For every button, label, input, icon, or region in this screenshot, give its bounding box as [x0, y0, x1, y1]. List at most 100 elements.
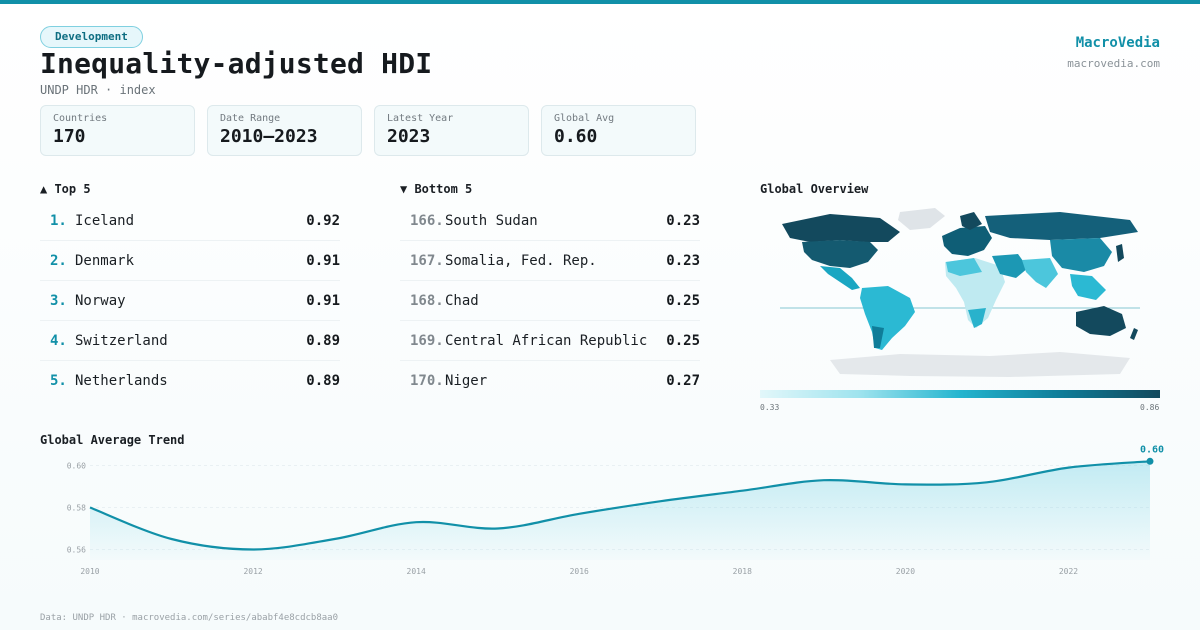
southern-africa-shape[interactable]	[968, 308, 986, 328]
rank: 3.	[50, 293, 67, 309]
list-item[interactable]: 166. South Sudan 0.23	[400, 201, 700, 241]
stat-value: 2023	[387, 126, 431, 147]
country-value: 0.23	[666, 253, 700, 269]
x-tick-label: 2018	[733, 567, 752, 576]
country-name: Somalia, Fed. Rep.	[445, 253, 597, 269]
stat-label: Global Avg	[554, 113, 615, 124]
greenland-shape	[898, 208, 945, 230]
canada-shape[interactable]	[782, 214, 900, 242]
footer-source: Data: UNDP HDR · macrovedia.com/series/a…	[40, 613, 339, 623]
country-name: Niger	[445, 373, 488, 389]
list-item[interactable]: 4. Switzerland 0.89	[40, 321, 340, 361]
country-value: 0.91	[306, 293, 340, 309]
country-value: 0.91	[306, 253, 340, 269]
country-name: Norway	[75, 293, 126, 309]
australia-shape[interactable]	[1076, 306, 1126, 336]
country-value: 0.27	[666, 373, 700, 389]
rank: 170.	[410, 373, 444, 389]
east-asia-shape[interactable]	[1050, 238, 1112, 272]
rank: 169.	[410, 333, 444, 349]
country-name: Iceland	[75, 213, 135, 229]
country-value: 0.25	[666, 333, 700, 349]
end-value-label: 0.60	[1140, 445, 1164, 455]
trend-area	[90, 461, 1150, 560]
rank: 5.	[50, 373, 67, 389]
legend-max-label: 0.86	[1140, 403, 1160, 412]
antarctica-shape	[830, 352, 1130, 377]
legend-min-label: 0.33	[760, 403, 780, 412]
x-tick-label: 2014	[407, 567, 426, 576]
stat-label: Countries	[53, 113, 108, 124]
y-tick-label: 0.56	[67, 546, 86, 555]
rank: 167.	[410, 253, 444, 269]
list-item[interactable]: 2. Denmark 0.91	[40, 241, 340, 281]
scandinavia-shape[interactable]	[960, 212, 982, 230]
rank: 4.	[50, 333, 67, 349]
page-subtitle: UNDP HDR · index	[40, 83, 156, 97]
list-item[interactable]: 168. Chad 0.25	[400, 281, 700, 321]
x-tick-label: 2012	[243, 567, 262, 576]
country-name: Switzerland	[75, 333, 168, 349]
new-zealand-shape[interactable]	[1130, 328, 1138, 340]
stat-label: Date Range	[220, 113, 281, 124]
country-name: Central African Republic	[445, 333, 648, 349]
stats-row: Countries 170 Date Range 2010–2023 Lates…	[40, 105, 696, 156]
country-value: 0.89	[306, 333, 340, 349]
south-asia-shape[interactable]	[1022, 258, 1058, 288]
category-tag[interactable]: Development	[40, 26, 143, 48]
x-tick-label: 2022	[1059, 567, 1078, 576]
list-item[interactable]: 5. Netherlands 0.89	[40, 361, 340, 401]
y-tick-label: 0.58	[67, 504, 86, 513]
map-legend-gradient	[760, 390, 1160, 398]
top-accent-bar	[0, 0, 1200, 4]
bottom-list: 166. South Sudan 0.23 167. Somalia, Fed.…	[400, 201, 700, 401]
north-africa-shape[interactable]	[946, 258, 982, 276]
rank: 168.	[410, 293, 444, 309]
brand[interactable]: MacroVedia macrovedia.com	[1067, 35, 1160, 70]
rank: 1.	[50, 213, 67, 229]
list-item[interactable]: 1. Iceland 0.92	[40, 201, 340, 241]
south-america-shape[interactable]	[860, 286, 915, 350]
list-item[interactable]: 3. Norway 0.91	[40, 281, 340, 321]
world-choropleth-map[interactable]	[760, 202, 1160, 382]
top-list: 1. Iceland 0.92 2. Denmark 0.91 3. Norwa…	[40, 201, 340, 401]
mexico-shape[interactable]	[820, 266, 860, 290]
list-item[interactable]: 167. Somalia, Fed. Rep. 0.23	[400, 241, 700, 281]
country-value: 0.89	[306, 373, 340, 389]
trend-line	[89, 460, 1151, 551]
brand-name[interactable]: MacroVedia	[1075, 35, 1160, 51]
stat-value: 2010–2023	[220, 126, 318, 147]
country-value: 0.92	[306, 213, 340, 229]
stat-card-countries: Countries 170	[40, 105, 195, 156]
top-list-title: ▲ Top 5	[40, 182, 91, 196]
southeast-asia-shape[interactable]	[1070, 274, 1106, 300]
data-point	[1146, 457, 1154, 465]
brand-url[interactable]: macrovedia.com	[1067, 57, 1160, 70]
country-value: 0.25	[666, 293, 700, 309]
rank: 166.	[410, 213, 444, 229]
y-tick-label: 0.60	[67, 462, 86, 471]
japan-shape[interactable]	[1116, 244, 1124, 262]
southern-cone-shape[interactable]	[872, 326, 884, 348]
x-tick-label: 2020	[896, 567, 915, 576]
country-name: Denmark	[75, 253, 135, 269]
stat-card-global-avg: Global Avg 0.60	[541, 105, 696, 156]
x-tick-label: 2016	[570, 567, 589, 576]
trend-chart: 0.56 0.58 0.60 2010 2012 2014 2016 2018 2020 2022…	[67, 445, 1164, 576]
country-value: 0.23	[666, 213, 700, 229]
country-name: Chad	[445, 293, 479, 309]
list-item[interactable]: 170. Niger 0.27	[400, 361, 700, 401]
middle-east-shape[interactable]	[992, 254, 1028, 278]
europe-shape[interactable]	[942, 226, 992, 256]
bottom-list-title: ▼ Bottom 5	[400, 182, 473, 196]
stat-card-latest-year: Latest Year 2023	[374, 105, 529, 156]
stat-label: Latest Year	[387, 113, 454, 124]
rank: 2.	[50, 253, 67, 269]
trend-title: Global Average Trend	[40, 433, 185, 447]
usa-shape[interactable]	[802, 240, 878, 268]
map-title: Global Overview	[760, 182, 869, 196]
list-item[interactable]: 169. Central African Republic 0.25	[400, 321, 700, 361]
stat-value: 0.60	[554, 126, 598, 147]
stat-value: 170	[53, 126, 86, 147]
russia-shape[interactable]	[985, 212, 1138, 240]
